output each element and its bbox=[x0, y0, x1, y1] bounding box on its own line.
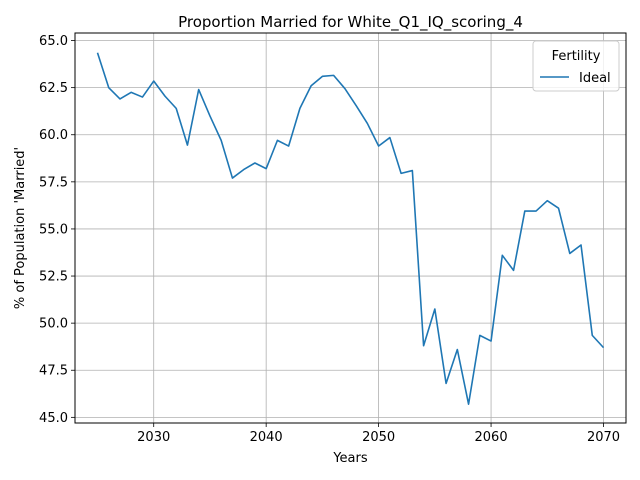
y-tick-label: 65.0 bbox=[39, 34, 68, 49]
x-tick-label: 2050 bbox=[362, 430, 395, 445]
y-tick-label: 62.5 bbox=[39, 81, 68, 96]
x-tick-label: 2040 bbox=[250, 430, 283, 445]
y-tick-label: 57.5 bbox=[39, 175, 68, 190]
y-tick-label: 47.5 bbox=[39, 364, 68, 379]
y-tick-label: 52.5 bbox=[39, 270, 68, 285]
x-axis-label: Years bbox=[332, 451, 368, 466]
x-tick-label: 2060 bbox=[475, 430, 508, 445]
y-tick-label: 45.0 bbox=[39, 411, 68, 426]
y-axis: 45.0 47.5 50.0 52.5 55.0 57.5 60.0 62.5 65.0 bbox=[39, 34, 75, 426]
chart-title: Proportion Married for White_Q1_IQ_scori… bbox=[178, 13, 523, 32]
x-tick-label: 2070 bbox=[587, 430, 620, 445]
y-tick-label: 50.0 bbox=[39, 317, 68, 332]
plot-frame bbox=[74, 32, 627, 424]
y-tick-label: 60.0 bbox=[39, 128, 68, 143]
series-layer bbox=[96, 52, 605, 405]
x-axis: 2030 2040 2050 2060 2070 bbox=[137, 423, 620, 445]
y-tick-label: 55.0 bbox=[39, 222, 68, 237]
legend: Fertility Ideal bbox=[532, 40, 620, 92]
y-axis-label: % of Population 'Married' bbox=[13, 147, 28, 309]
x-tick-label: 2030 bbox=[137, 430, 170, 445]
legend-title: Fertility bbox=[552, 49, 601, 64]
legend-entry-ideal: Ideal bbox=[579, 71, 611, 86]
legend-box bbox=[532, 40, 620, 92]
series-line-ideal bbox=[96, 52, 605, 405]
